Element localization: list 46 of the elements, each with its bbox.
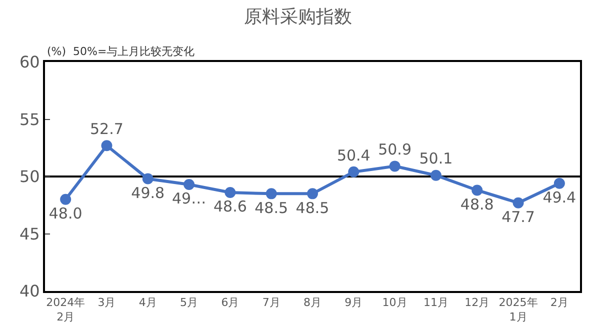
point bbox=[512, 197, 524, 208]
chart-title: 原料采购指数 bbox=[244, 6, 352, 28]
x-tick-label: 2月 bbox=[550, 296, 568, 310]
text: 50.1 bbox=[419, 150, 453, 168]
text: 47.7 bbox=[502, 208, 535, 226]
text: 48.0 bbox=[48, 204, 82, 223]
y-tick-label: 50 bbox=[19, 167, 40, 186]
x-tick-label: 6月 bbox=[221, 296, 240, 310]
point bbox=[348, 166, 360, 178]
point bbox=[472, 184, 483, 196]
point bbox=[142, 173, 154, 184]
x-tick-label: 12月 bbox=[464, 296, 490, 310]
y-tick-label: 55 bbox=[19, 110, 40, 129]
point bbox=[60, 194, 72, 205]
text: 50.4 bbox=[336, 146, 370, 164]
point bbox=[430, 170, 442, 181]
text: 49.4 bbox=[542, 188, 576, 206]
x-tick-label: 11月 bbox=[423, 296, 448, 310]
text: 52.7 bbox=[90, 120, 124, 138]
point bbox=[554, 178, 565, 189]
x-tick-label: 7月 bbox=[262, 296, 280, 310]
text: 50.9 bbox=[378, 140, 412, 159]
y-tick-label: 45 bbox=[19, 224, 40, 244]
x-tick-label: 10月 bbox=[382, 296, 408, 310]
x-tick-label: 3月 bbox=[98, 296, 116, 310]
x-tick-label: 2024年 2月 bbox=[46, 296, 86, 324]
point bbox=[224, 187, 236, 198]
point bbox=[101, 140, 112, 152]
x-tick-label: 5月 bbox=[180, 296, 198, 310]
text: 48.6 bbox=[213, 198, 247, 216]
chart-subtitle: (%) 50%=与上月比较无变化 bbox=[47, 45, 195, 58]
x-tick-label: 8月 bbox=[304, 296, 322, 310]
y-tick-label: 60 bbox=[19, 52, 40, 72]
point bbox=[389, 160, 400, 172]
text: 48.8 bbox=[460, 195, 494, 214]
x-tick-label: 4月 bbox=[138, 296, 157, 310]
text: 49.8 bbox=[131, 184, 165, 202]
text: 48.5 bbox=[296, 198, 330, 217]
point bbox=[307, 188, 318, 200]
y-tick-label: 40 bbox=[19, 282, 40, 301]
x-tick-label: 2025年 1月 bbox=[498, 296, 538, 324]
text: 49… bbox=[172, 190, 206, 208]
text: 48.5 bbox=[254, 198, 288, 217]
point bbox=[266, 188, 277, 200]
x-tick-label: 9月 bbox=[344, 296, 363, 310]
point bbox=[184, 179, 195, 190]
